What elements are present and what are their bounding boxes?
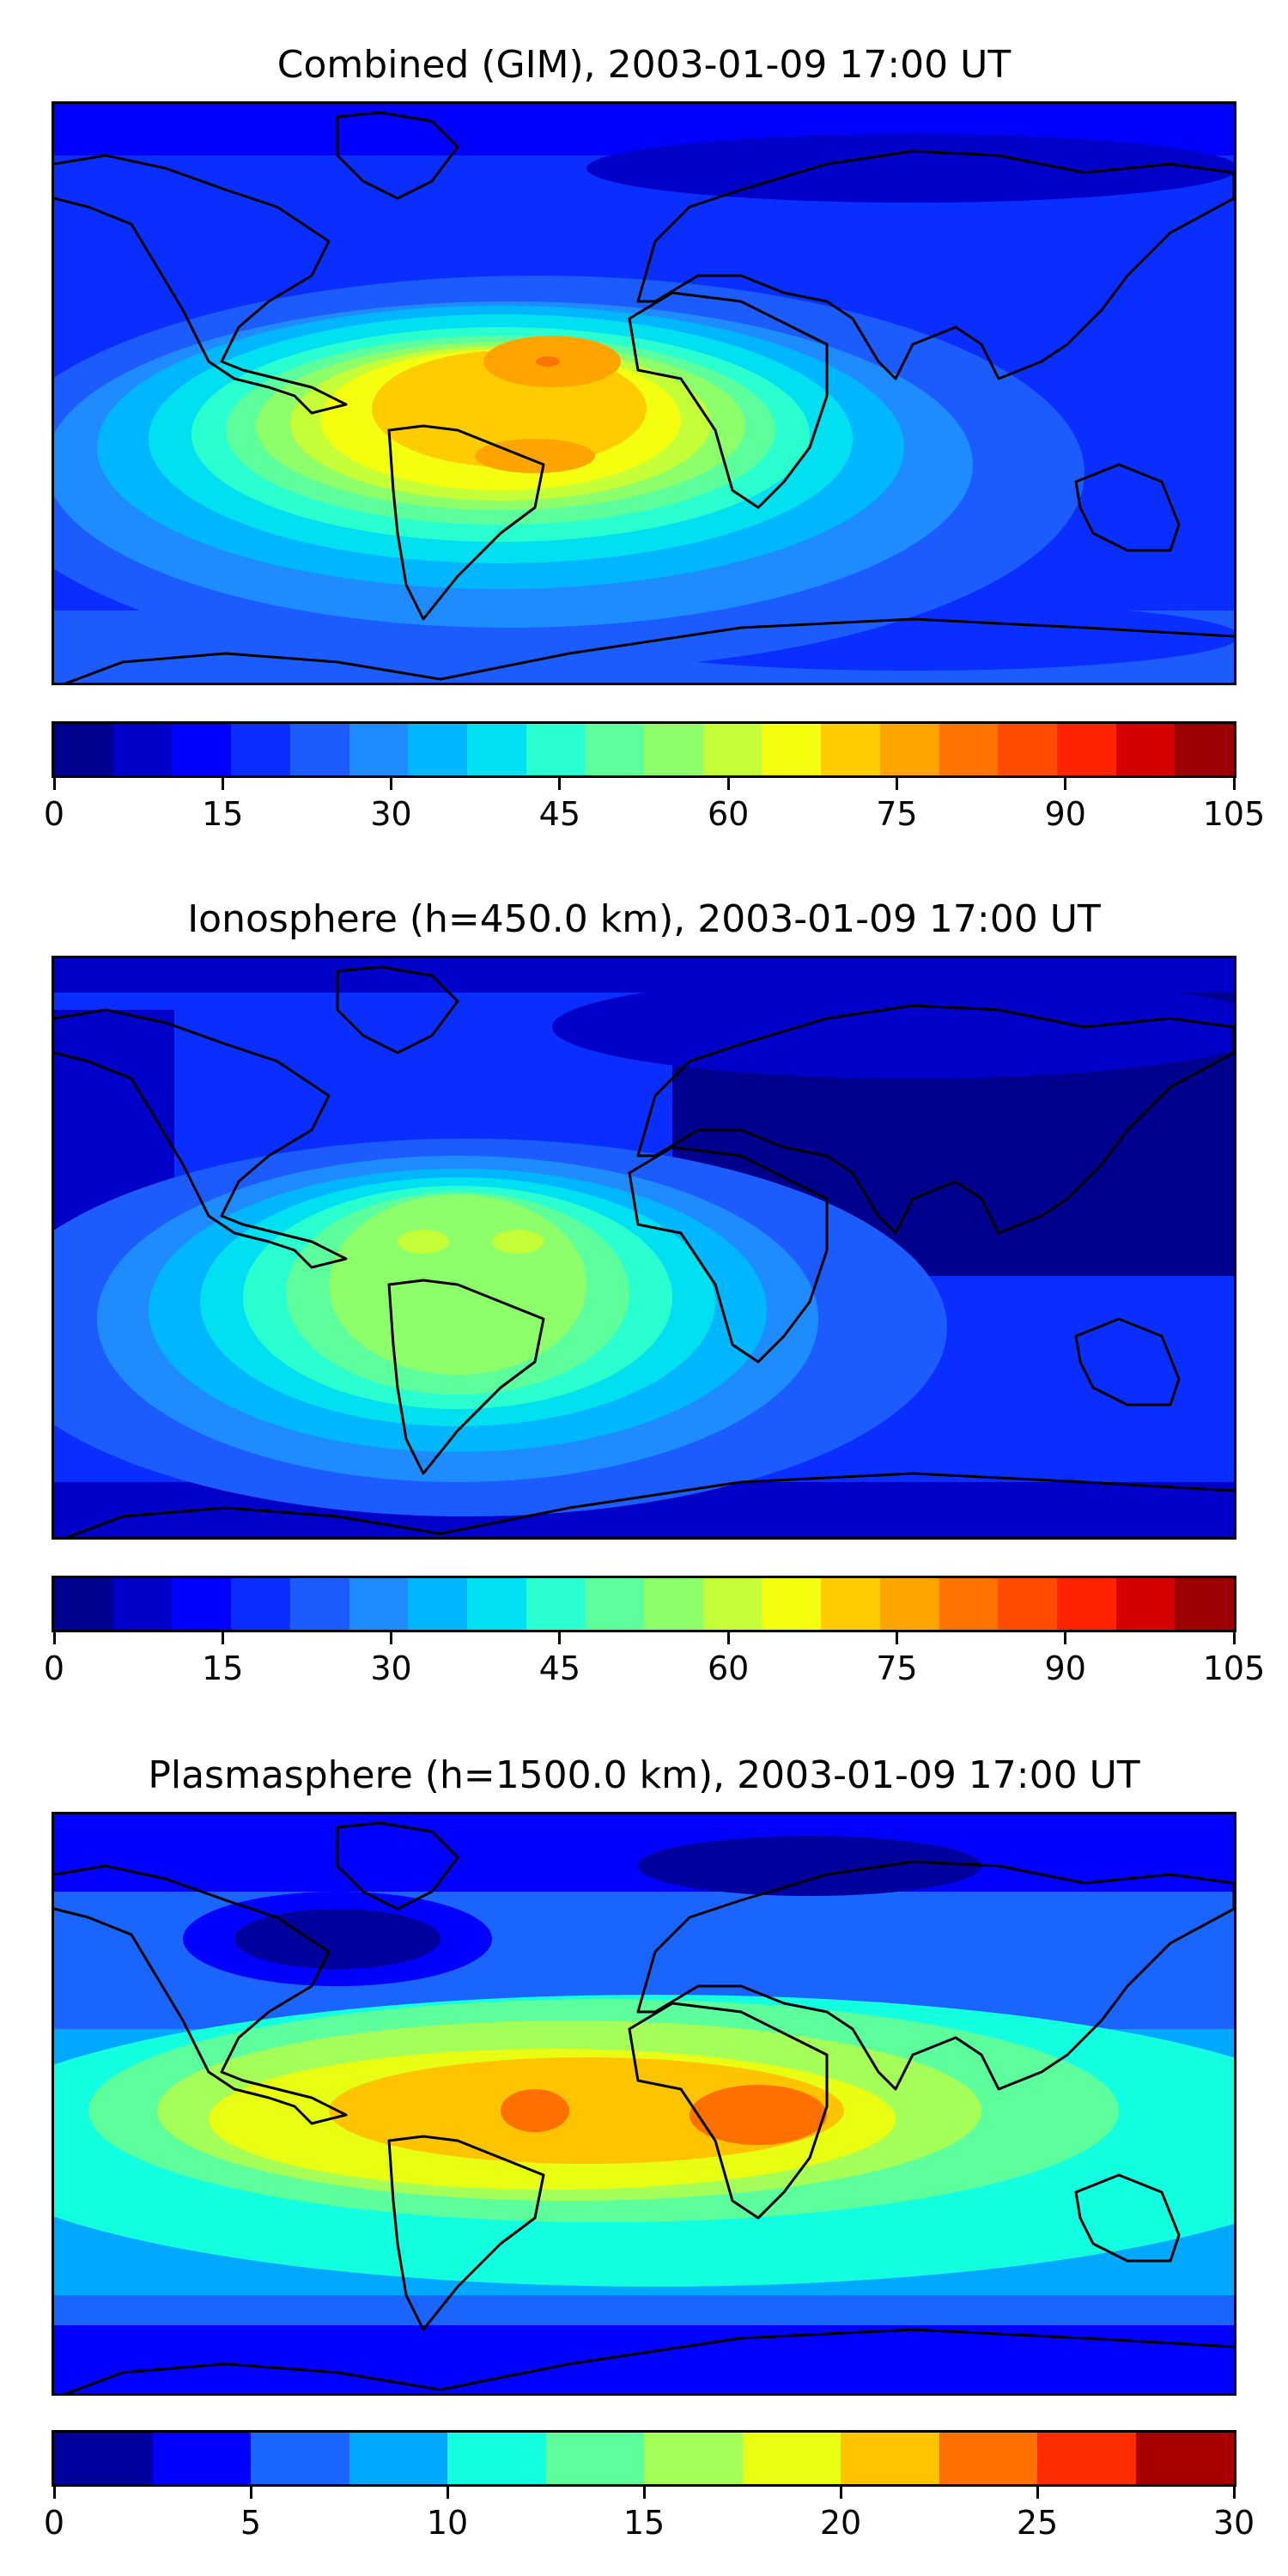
colorbar-segment [1175,724,1235,775]
colorbar-tick-label: 0 [43,795,65,833]
colorbar-segment [466,1578,526,1630]
tec-map-plasmasphere [52,1812,1236,2396]
colorbar-segment [742,2433,841,2484]
colorbar-segment [112,724,173,775]
colorbar-segment [762,724,822,775]
colorbar-segment [585,724,645,775]
map-field [54,104,1234,683]
panel-title: Plasmasphere (h=1500.0 km), 2003-01-09 1… [148,1753,1140,1797]
colorbar-segment [644,1578,703,1630]
colorbar-segment [1037,2433,1136,2484]
colorbar-segment [408,724,467,775]
colorbar-segment [644,2433,743,2484]
colorbar-segment [762,1578,822,1630]
colorbar-tick-label: 5 [240,2504,262,2542]
colorbar-tick-label: 30 [1212,2504,1255,2542]
colorbar-ticks-ionosphere: 0 15 30 45 60 75 90 105 [44,1632,1265,1687]
colorbar-segment [1056,1578,1116,1630]
colorbar-segment [349,2433,447,2484]
tec-map-ionosphere [52,956,1236,1540]
colorbar-tick-label: 60 [707,795,750,833]
colorbar-segment [172,1578,232,1630]
colorbar-segment [447,2433,546,2484]
colorbar-segment [289,724,349,775]
colorbar-segment [702,1578,762,1630]
colorbar-segment [349,724,409,775]
colorbar-segment [54,1578,113,1630]
colorbar-segment [526,1578,586,1630]
colorbar-segment [1056,724,1116,775]
colorbar-tick-label: 20 [819,2504,862,2542]
colorbar-ionosphere [52,1576,1236,1632]
colorbar-segment [821,724,880,775]
colorbar-segment [841,2433,939,2484]
colorbar-tick-label: 25 [1016,2504,1059,2542]
colorbar-tick-label: 75 [876,795,918,833]
colorbar-tick-label: 45 [538,1649,581,1687]
colorbar-segment [251,2433,349,2484]
colorbar-segment [879,1578,939,1630]
colorbar-tick-label: 60 [707,1649,750,1687]
colorbar-tick-label: 15 [202,1649,244,1687]
colorbar-segment [939,1578,999,1630]
colorbar-ticks-plasmasphere: 0 5 10 15 20 25 30 [44,2487,1255,2542]
colorbar-tick-label: 45 [538,795,581,833]
colorbar-segment [545,2433,644,2484]
colorbar-tick-label: 0 [43,2504,65,2542]
colorbar-segment [289,1578,349,1630]
colorbar-segment [466,724,526,775]
colorbar-segment [231,724,290,775]
colorbar-segment [644,724,703,775]
tec-map-combined [52,101,1236,685]
colorbar-segment [112,1578,173,1630]
colorbar-combined [52,721,1236,778]
map-field [54,1814,1234,2393]
colorbar-segment [172,724,232,775]
colorbar-segment [702,724,762,775]
colorbar-tick-label: 75 [876,1649,918,1687]
colorbar-tick-label: 15 [623,2504,665,2542]
panel-title: Ionosphere (h=450.0 km), 2003-01-09 17:0… [187,897,1101,941]
map-field [54,958,1234,1537]
colorbar-segment [231,1578,290,1630]
colorbar-ticks-combined: 0 15 30 45 60 75 90 105 [44,778,1265,833]
colorbar-tick-label: 15 [202,795,244,833]
colorbar-tick-label: 90 [1044,1649,1086,1687]
colorbar-tick-label: 10 [426,2504,469,2542]
colorbar-segment [408,1578,467,1630]
colorbar-segment [585,1578,645,1630]
colorbar-segment [526,724,586,775]
colorbar-tick-label: 30 [370,1649,412,1687]
colorbar-segment [54,2433,153,2484]
colorbar-segment [998,1578,1057,1630]
colorbar-segment [1115,1578,1176,1630]
colorbar-segment [939,2433,1037,2484]
colorbar-segment [879,724,939,775]
colorbar-tick-label: 0 [43,1649,65,1687]
colorbar-plasmasphere [52,2430,1236,2487]
colorbar-tick-label: 105 [1202,1649,1266,1687]
colorbar-segment [998,724,1057,775]
colorbar-tick-label: 30 [370,795,412,833]
colorbar-tick-label: 90 [1044,795,1086,833]
panel-title: Combined (GIM), 2003-01-09 17:00 UT [276,43,1012,87]
colorbar-segment [1115,724,1176,775]
colorbar-segment [821,1578,880,1630]
colorbar-segment [54,724,113,775]
colorbar-segment [349,1578,409,1630]
colorbar-segment [152,2433,251,2484]
colorbar-tick-label: 105 [1202,795,1266,833]
colorbar-segment [939,724,999,775]
colorbar-segment [1135,2433,1234,2484]
colorbar-segment [1175,1578,1235,1630]
